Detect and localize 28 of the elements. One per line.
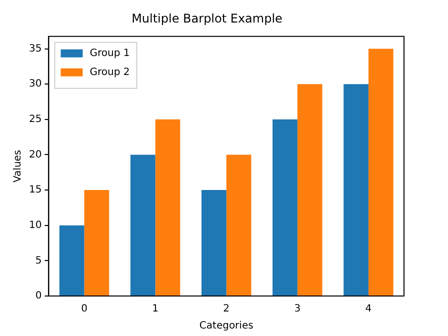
y-tick-label: 35: [28, 43, 42, 54]
bar: [344, 84, 368, 296]
bar: [272, 119, 298, 296]
bar: [130, 154, 156, 296]
x-tick-label: 2: [223, 304, 230, 315]
bar: [297, 84, 322, 296]
bar: [155, 119, 180, 296]
y-tick-label: 0: [35, 290, 42, 302]
y-axis-title: Values: [12, 150, 24, 183]
bar: [368, 48, 394, 296]
x-tick-label: 0: [81, 304, 88, 315]
legend-label: Group 2: [90, 66, 130, 78]
y-tick-label: 10: [28, 220, 42, 231]
bar: [201, 190, 226, 296]
bar: [59, 225, 84, 296]
x-axis-title: Categories: [199, 320, 254, 332]
y-tick-label: 25: [28, 114, 42, 125]
bar: [226, 154, 252, 296]
x-tick-label: 3: [294, 304, 301, 315]
legend-label: Group 1: [90, 48, 130, 59]
y-tick-label: 5: [35, 255, 42, 266]
x-tick-label: 4: [365, 304, 372, 315]
y-tick-label: 20: [28, 149, 42, 160]
y-tick-label: 30: [28, 78, 42, 90]
x-tick-label: 1: [152, 304, 158, 315]
y-tick-label: 15: [28, 184, 42, 196]
chart-title: Multiple Barplot Example: [132, 11, 282, 26]
bar: [84, 190, 110, 296]
